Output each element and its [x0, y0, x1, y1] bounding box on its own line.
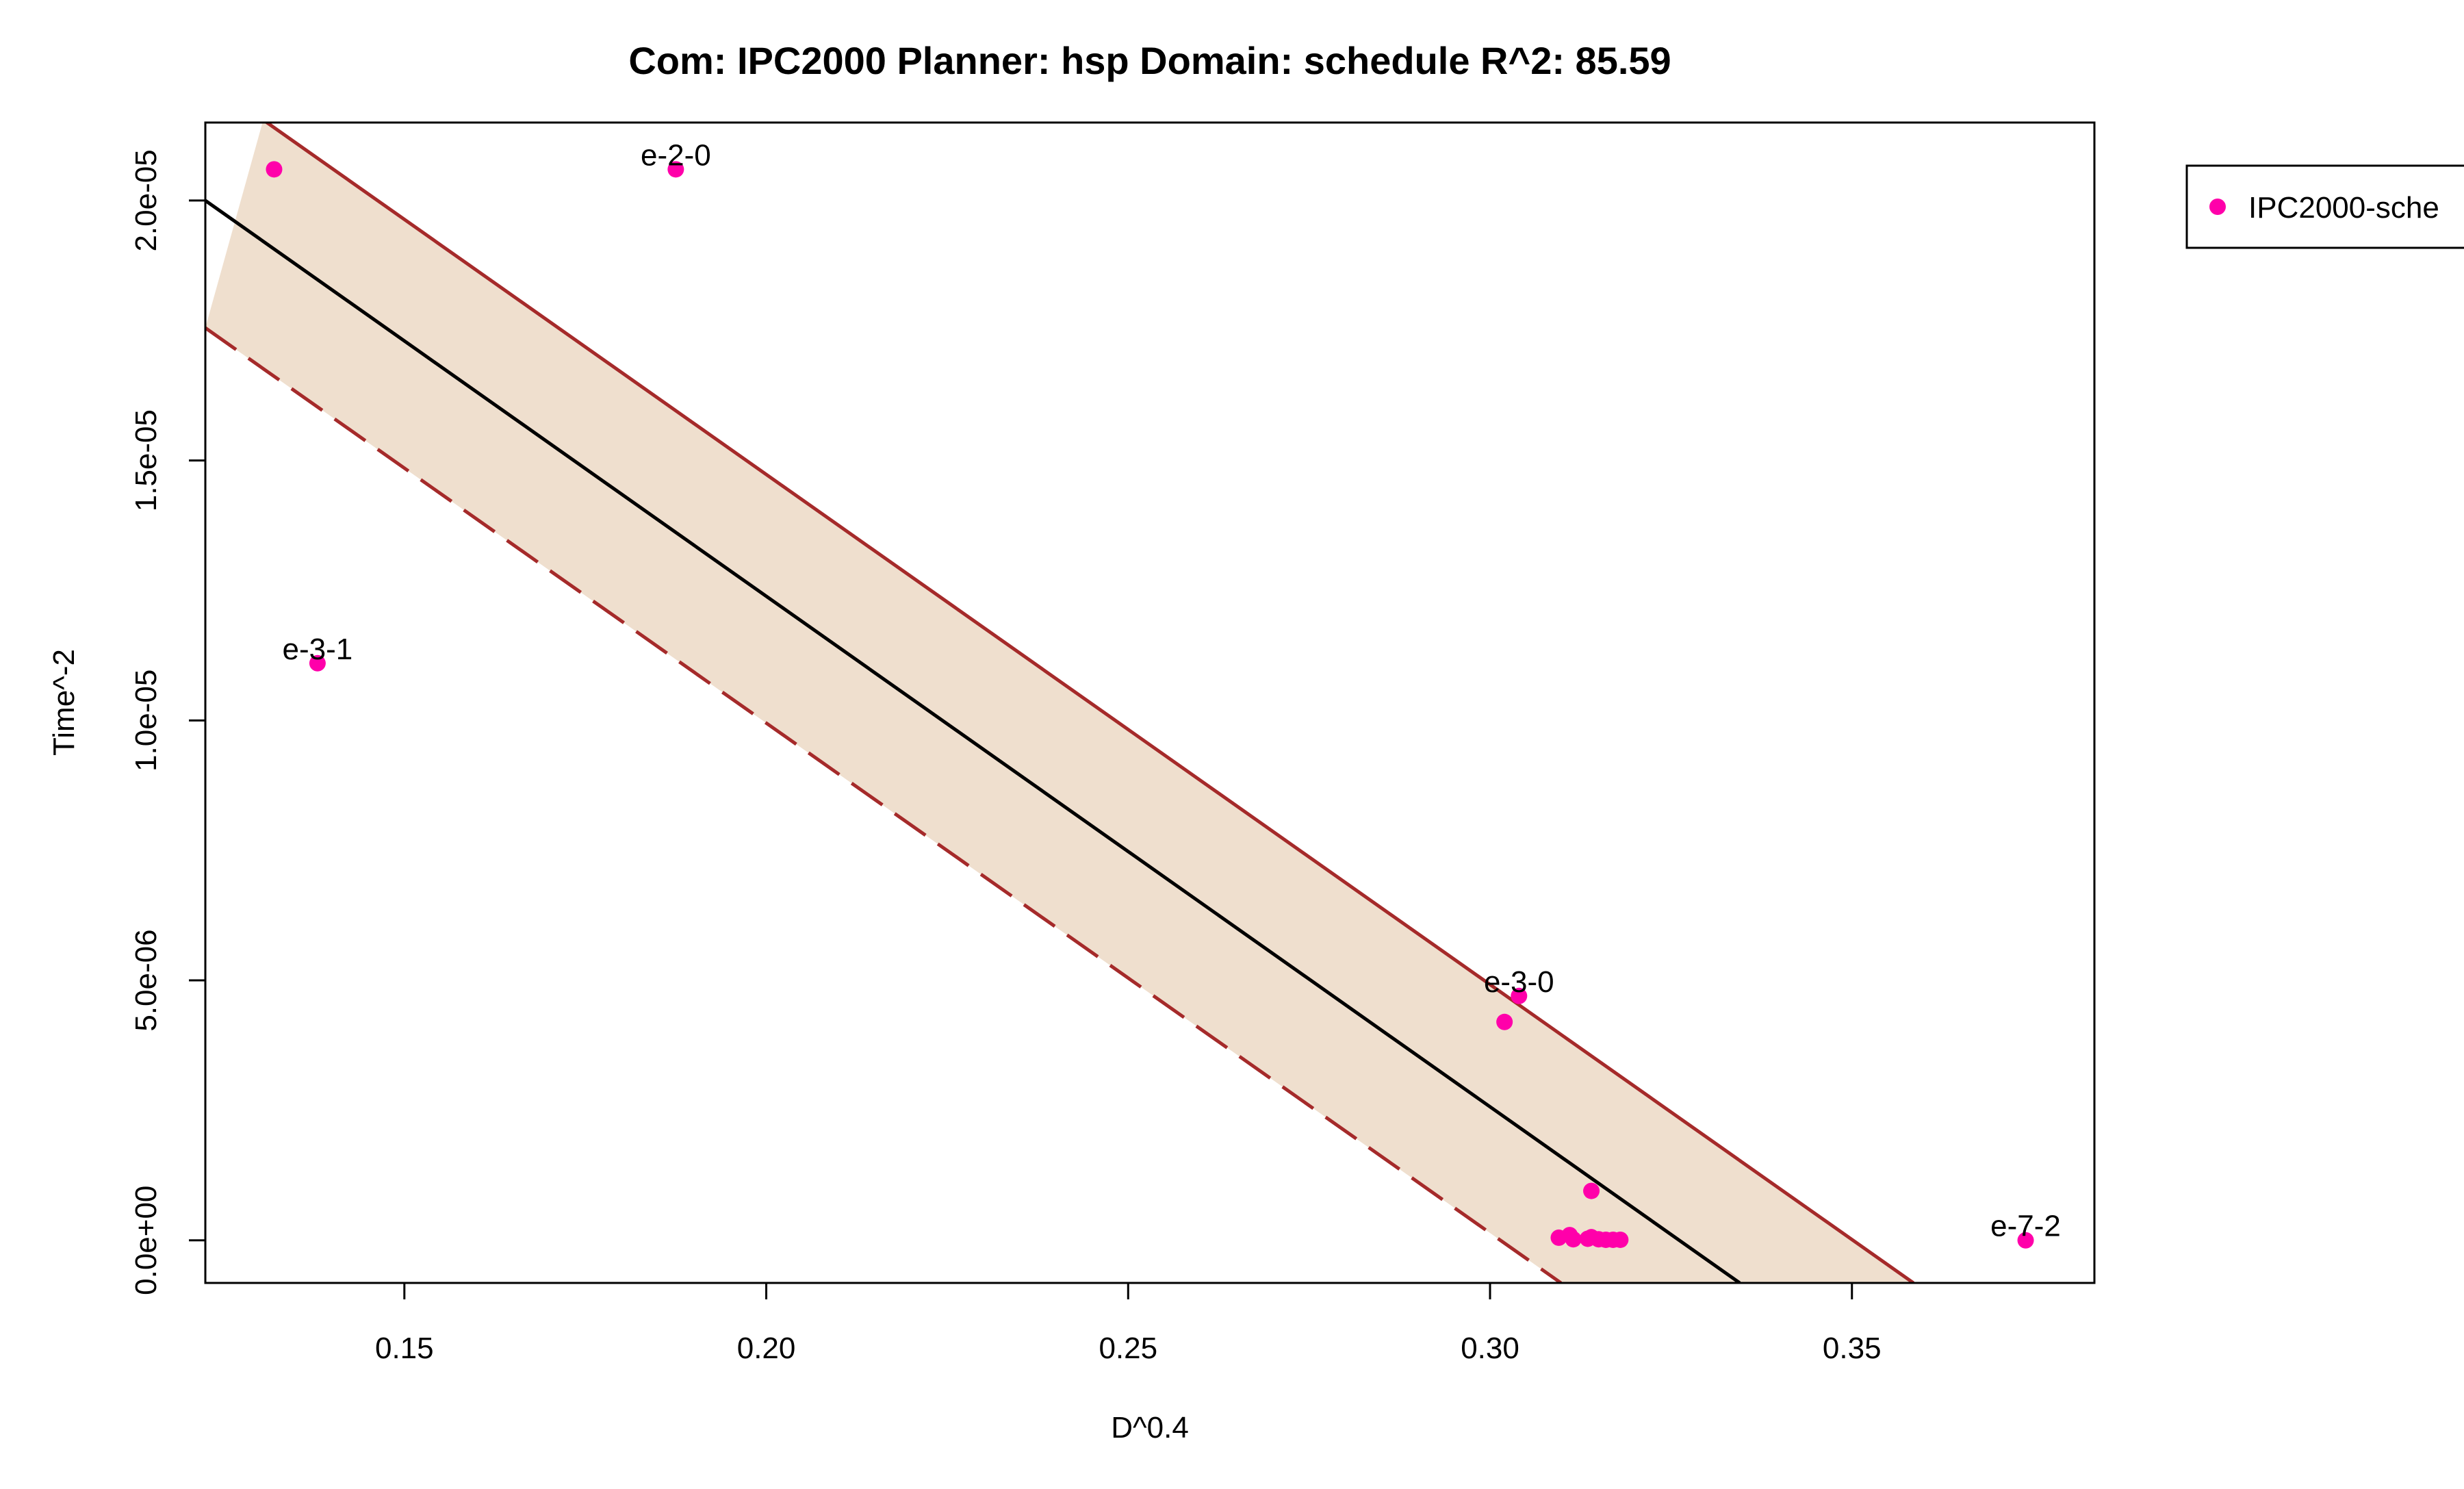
- regression-line: [205, 199, 1741, 1283]
- y-tick-label: 2.0e-05: [129, 149, 163, 251]
- x-axis-label: D^0.4: [1111, 1411, 1189, 1445]
- legend: IPC2000-sche: [2185, 164, 2464, 249]
- data-point: [1496, 1013, 1513, 1030]
- y-tick-label: 5.0e-06: [129, 929, 163, 1031]
- y-tick-label: 1.0e-05: [129, 670, 163, 772]
- x-tick-label: 0.35: [1823, 1332, 1882, 1365]
- x-tick-label: 0.15: [375, 1332, 434, 1365]
- plot-content: e-2-0 e-3-1 e-3-0 e-7-2: [205, 123, 2061, 1283]
- y-axis: 0.0e+00 5.0e-06 1.0e-05 1.5e-05 2.0e-05: [129, 149, 207, 1295]
- x-tick-label: 0.30: [1461, 1332, 1519, 1365]
- data-point: [309, 654, 326, 672]
- band-upper-line: [264, 123, 1915, 1283]
- data-point: [1511, 987, 1528, 1004]
- x-tick-label: 0.25: [1099, 1332, 1157, 1365]
- x-tick-label: 0.20: [737, 1332, 796, 1365]
- point-label: e-2-0: [641, 138, 711, 172]
- data-point: [1612, 1231, 1629, 1248]
- data-point: [2017, 1232, 2034, 1249]
- y-tick-label: 1.5e-05: [129, 409, 163, 511]
- data-point: [1583, 1182, 1600, 1199]
- x-axis: 0.15 0.20 0.25 0.30 0.35: [375, 1282, 1882, 1365]
- data-point: [667, 161, 684, 178]
- point-label: e-3-1: [283, 633, 353, 666]
- data-point: [266, 161, 283, 178]
- y-axis-label: Time^-2: [47, 649, 81, 756]
- point-labels-layer: e-2-0 e-3-1 e-3-0 e-7-2: [283, 138, 2061, 1243]
- y-tick-label: 0.0e+00: [129, 1186, 163, 1295]
- legend-entry: IPC2000-sche: [2248, 191, 2439, 225]
- point-label: e-7-2: [1990, 1210, 2061, 1243]
- chart-title: Com: IPC2000 Planner: hsp Domain: schedu…: [628, 39, 1671, 82]
- points-layer: [266, 161, 2034, 1249]
- band-lower-line: [205, 326, 1563, 1283]
- legend-box: [2185, 164, 2464, 249]
- legend-marker: [2209, 199, 2226, 215]
- prediction-band: [205, 123, 1914, 1283]
- point-label: e-3-0: [1484, 965, 1554, 999]
- data-point: [1565, 1231, 1582, 1248]
